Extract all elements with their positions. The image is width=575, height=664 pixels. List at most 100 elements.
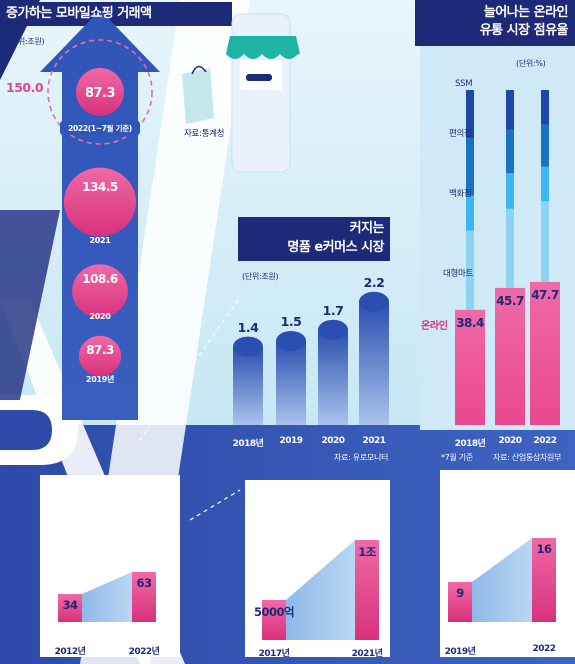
- luxury-bar-2: [318, 329, 348, 425]
- gs-title-line3: 매출 비중: [82, 510, 124, 523]
- online-year-1: 2020: [498, 436, 522, 446]
- ssg-title-line2: 일일 배송 가능 물량: [448, 507, 535, 520]
- luxury-title-line1: 커지는: [349, 221, 385, 236]
- segment-0-1: [506, 208, 514, 288]
- area-value-end-3: 63: [136, 576, 152, 590]
- area-3: [82, 572, 132, 622]
- ssg-title-line1: 늘어나는 SSG닷컴: [448, 492, 532, 505]
- segment-1-1: [506, 173, 514, 209]
- mobile-shopping-2019-value: 87.3: [86, 343, 114, 357]
- online-share-source: 자료: 산업통상자원부: [493, 453, 562, 462]
- gs-title-line1: GS샵: [90, 482, 116, 495]
- segment-1-0: [466, 195, 474, 231]
- area-bar-end-3: [132, 572, 156, 622]
- circle-2020: [72, 264, 128, 318]
- mobile-shopping-2021-value: 134.5: [82, 180, 118, 194]
- mobile-shopping-unit: (단위:조원): [8, 37, 45, 46]
- segment-3-1: [506, 90, 514, 130]
- mobile-shopping-current-value: 87.3: [84, 86, 116, 101]
- online-year-2: 2022: [533, 436, 557, 446]
- luxury-title-line2: 명품 e커머스 시장: [287, 240, 384, 255]
- homeplus-unit: (단위:원): [270, 528, 300, 537]
- mobile-shopping-current-note: 2022(1~7월 기준): [68, 124, 132, 133]
- area-bar-start-3: [58, 594, 82, 622]
- gs-title-line2: PC·모바일: [79, 496, 127, 509]
- ssg-unit: (단위:만건): [448, 528, 485, 537]
- luxury-bar-3: [359, 301, 389, 425]
- luxury-value-3: 2.2: [363, 274, 385, 290]
- area-bar-end-5: [532, 538, 556, 622]
- luxury-unit: (단위:조원): [242, 272, 279, 281]
- luxury-year-3: 2021: [362, 436, 386, 446]
- area-value-start-4: 5000억: [253, 605, 295, 619]
- mobile-shopping-2020-year: 2020: [89, 312, 111, 321]
- segment-0-2: [541, 201, 549, 282]
- area-bar-start-4: [262, 600, 286, 640]
- luxury-year-1: 2019: [279, 436, 303, 446]
- mobile-shopping-2019-year: 2019년: [85, 375, 115, 384]
- segment-1-2: [541, 166, 549, 202]
- segment-2-0: [466, 138, 474, 196]
- mobile-shopping-2020-value: 108.6: [82, 272, 118, 286]
- online-share-note: *7월 기준: [441, 453, 473, 462]
- area-value-end-4: 1조: [358, 545, 376, 559]
- online-bar-2018년: [455, 309, 485, 425]
- online-value-2: 47.7: [531, 287, 559, 302]
- area-year-end-4: 2021년: [351, 649, 383, 659]
- homeplus-title-line2: 홈플러스: [270, 507, 309, 520]
- mobile-shopping-title: 증가하는 모바일쇼핑 거래액: [6, 6, 152, 21]
- gs-unit: (단위:%): [84, 528, 114, 537]
- luxury-bar-cap-1: [276, 331, 306, 351]
- online-share-stacked-bars: [455, 90, 560, 425]
- online-value-1: 45.7: [496, 293, 524, 308]
- luxury-year-0: 2018년: [232, 439, 264, 449]
- area-year-start-5: 2019년: [444, 647, 476, 657]
- legend-ssm: SSM: [455, 79, 473, 89]
- area-value-start-3: 34: [62, 598, 78, 612]
- circle-2022: [76, 68, 124, 116]
- area-value-start-5: 9: [456, 586, 464, 600]
- area-year-end-5: 2022: [532, 644, 556, 654]
- legend-convenience: 편의점: [449, 129, 472, 139]
- online-share-title-line1: 늘어나는 온라인: [483, 5, 569, 20]
- area-bar-end-4: [355, 540, 379, 640]
- luxury-bar-0: [233, 346, 263, 425]
- luxury-bar-cap-2: [318, 319, 348, 340]
- mobile-shopping-2021-year: 2021: [89, 236, 111, 245]
- area-5: [472, 538, 532, 622]
- online-share-unit: (단위:%): [516, 59, 546, 68]
- segment-3-2: [541, 90, 549, 125]
- luxury-value-1: 1.5: [280, 314, 302, 329]
- online-bar-2022: [530, 281, 560, 425]
- luxury-bars: [233, 291, 389, 425]
- homeplus-title-line1: 온라인 매출 커지는: [270, 492, 354, 505]
- luxury-bar-1: [276, 341, 306, 425]
- area-year-start-3: 2012년: [54, 647, 86, 657]
- segment-3-0: [466, 90, 474, 139]
- legend-hypermarket: 대형마트: [443, 269, 474, 279]
- mobile-shopping-circles: [60, 68, 140, 377]
- circle-2019: [78, 335, 122, 377]
- current-note-plate: [60, 121, 140, 135]
- luxury-bar-cap-0: [233, 336, 263, 357]
- online-bar-2020: [495, 287, 525, 425]
- legend-online: 온라인: [421, 321, 448, 332]
- online-share-title-line2: 유통 시장 점유율: [479, 23, 569, 38]
- area-year-start-4: 2017년: [258, 649, 290, 659]
- small-area-charts: [58, 538, 556, 640]
- area-4: [286, 540, 355, 640]
- luxury-value-0: 1.4: [237, 319, 259, 335]
- luxury-value-2: 1.7: [322, 302, 344, 318]
- segment-2-2: [541, 124, 549, 167]
- luxury-bar-cap-3: [359, 291, 389, 312]
- segment-2-1: [506, 129, 514, 174]
- online-value-0: 38.4: [456, 315, 484, 330]
- luxury-year-2: 2020: [321, 436, 345, 446]
- area-year-end-3: 2022년: [128, 647, 160, 657]
- area-bar-start-5: [448, 582, 472, 622]
- area-value-end-5: 16: [536, 542, 552, 556]
- legend-department: 백화점: [449, 189, 472, 199]
